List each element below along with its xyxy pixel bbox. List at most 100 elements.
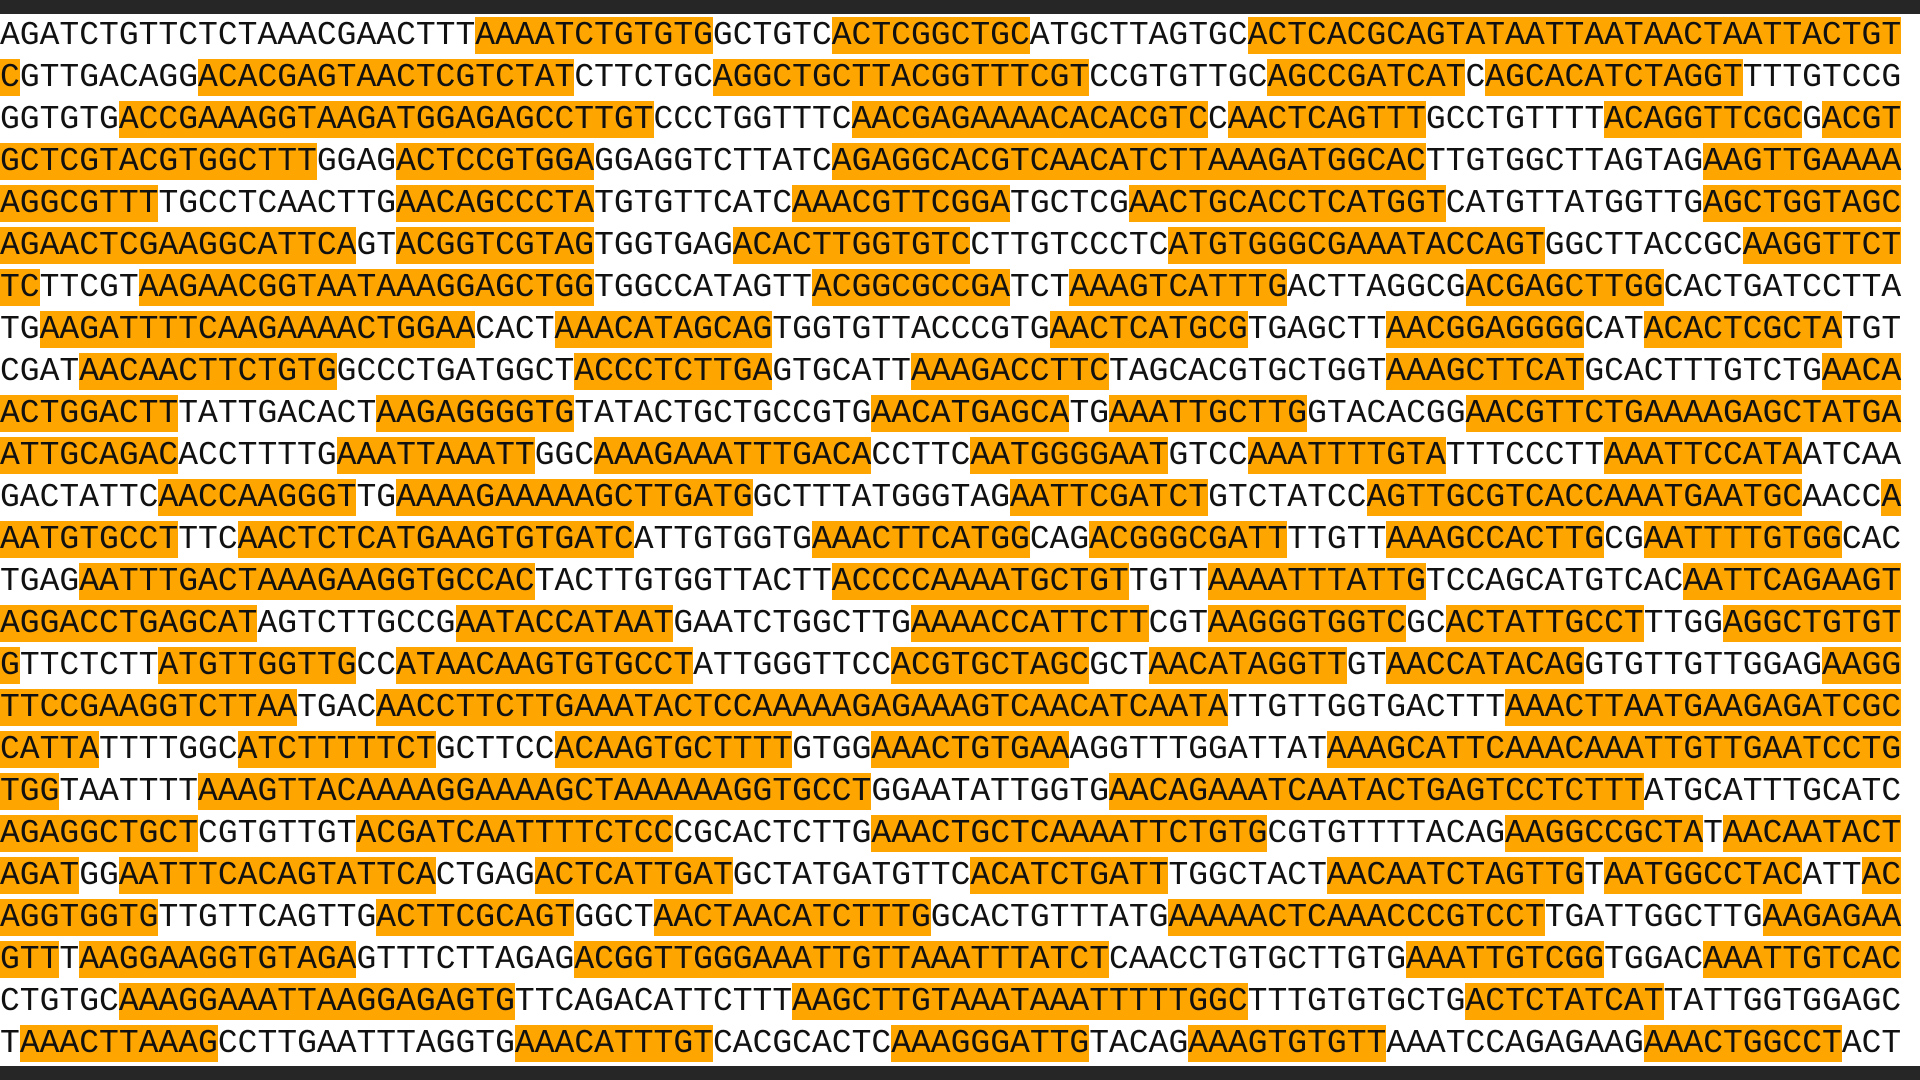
highlighted-segment: TTCCGAAGGTCTTAA [0, 689, 298, 726]
highlighted-segment: AATTTGACTAAAGAAGGTGCCAC [79, 563, 535, 600]
highlighted-segment: AACCAAGGGT [158, 479, 357, 516]
highlighted-segment: ACGATCAATTTTCTCC [356, 815, 674, 852]
sequence-line: CGATAACAACTTCTGTGGCCCTGATGGCTACCCTCTTGAG… [0, 351, 1920, 393]
plain-segment: GGC [534, 437, 595, 474]
plain-segment: CTGTGC [0, 983, 119, 1020]
plain-segment: TTTGTCCG [1742, 59, 1902, 96]
plain-segment: CAG [1029, 521, 1090, 558]
plain-segment: CTGAG [435, 857, 535, 894]
plain-segment: TG [1069, 395, 1110, 432]
plain-segment: TACAG [1089, 1025, 1189, 1062]
sequence-line: GTTCTCTTATGTTGGTTGCCATAACAAGTGTGCCTATTGG… [0, 645, 1920, 687]
plain-segment: ATTGTGGTG [633, 521, 812, 558]
highlighted-segment: ACACTCGCTA [1643, 311, 1842, 348]
highlighted-segment: AAAATCTGTGTG [475, 17, 713, 54]
plain-segment: TATACTGCTGCCGTG [574, 395, 872, 432]
highlighted-segment: AATGTGCCT [0, 521, 179, 558]
highlighted-segment: AAGGTTCT [1742, 227, 1902, 264]
highlighted-segment: AAGAGAA [1762, 899, 1902, 936]
highlighted-segment: AATTTTGTGG [1643, 521, 1842, 558]
highlighted-segment: AGGCTGCTTACGGTTTCGT [712, 59, 1090, 96]
highlighted-segment: AACATAGGTT [1148, 647, 1347, 684]
plain-segment: GCACTTTGTCTG [1584, 353, 1822, 390]
highlighted-segment: AAAAACTCAAACCCGTCCT [1168, 899, 1545, 936]
plain-segment: TGTGTTCATC [594, 185, 793, 222]
sequence-line: TGGTAATTTTAAAGTTACAAAAGGAAAAGCTAAAAAAGGT… [0, 771, 1920, 813]
highlighted-segment: AGGCGTTT [0, 185, 159, 222]
highlighted-segment: AAATTTTGTA [1247, 437, 1446, 474]
plain-segment: TG [356, 479, 397, 516]
plain-segment: ATT [1802, 857, 1862, 894]
highlighted-segment: AAACTGCTCAAAATTCTGTG [871, 815, 1268, 852]
plain-segment: T [59, 941, 80, 978]
highlighted-segment: G [0, 647, 20, 684]
plain-segment: GGTGTG [0, 101, 119, 138]
plain-segment: TGGTGTTACCCGTG [772, 311, 1050, 348]
sequence-line: CATTATTTTGGCATCTTTTTCTGCTTCCACAAGTGCTTTT… [0, 729, 1920, 771]
highlighted-segment: AATGGGGAAT [970, 437, 1169, 474]
highlighted-segment: AATACCATAAT [455, 605, 674, 642]
plain-segment: T [1584, 857, 1605, 894]
highlighted-segment: ACCCCAAAATGCTGT [831, 563, 1129, 600]
plain-segment: CAC [1841, 521, 1902, 558]
highlighted-segment: CATTA [0, 731, 100, 768]
highlighted-segment: GTT [0, 941, 60, 978]
top-bar [0, 0, 1920, 14]
plain-segment: GC [1406, 605, 1446, 642]
highlighted-segment: ACGAGCTTGG [1465, 269, 1664, 306]
plain-segment: GACTATTC [0, 479, 159, 516]
highlighted-segment: AAAGCCACTTG [1386, 521, 1605, 558]
highlighted-segment: GCTCGTACGTGGCTTT [0, 143, 317, 180]
highlighted-segment: TC [0, 269, 40, 306]
highlighted-segment: AATTCAGAAGT [1683, 563, 1902, 600]
plain-segment: TACTTGTGGTTACTT [534, 563, 832, 600]
plain-segment: ATGCATTTGCATC [1643, 773, 1902, 810]
plain-segment: TTGTTGGTGACTTT [1227, 689, 1506, 726]
highlighted-segment: AAGTTGAAAA [1703, 143, 1902, 180]
highlighted-segment: AACAATCTAGTTG [1326, 857, 1585, 894]
plain-segment: GTGG [792, 731, 872, 768]
highlighted-segment: AAAGACCTTC [910, 353, 1110, 390]
plain-segment: GGAATATTGGTG [871, 773, 1109, 810]
sequence-editor: AGATCTGTTCTCTAAACGAACTTTAAAATCTGTGTGGCTG… [0, 15, 1920, 1065]
highlighted-segment: AAATTAAATT [336, 437, 535, 474]
highlighted-segment: AACTCATGCG [1049, 311, 1248, 348]
plain-segment: GTTTCTTAGAG [356, 941, 575, 978]
plain-segment: GT [1346, 647, 1387, 684]
sequence-line: AGAGGCTGCTCGTGTTGTACGATCAATTTTCTCCCGCACT… [0, 813, 1920, 855]
highlighted-segment: AAACGTTCGGA [792, 185, 1011, 222]
highlighted-segment: AAGGCCGCTA [1505, 815, 1704, 852]
plain-segment: GCACTGTTTATG [930, 899, 1169, 936]
plain-segment: GTGCATT [772, 353, 911, 390]
plain-segment: TTCAGACATTCTTT [514, 983, 793, 1020]
highlighted-segment: AAGGGTGGTC [1208, 605, 1407, 642]
plain-segment: T [0, 1025, 20, 1062]
plain-segment: GGCTTACCGC [1544, 227, 1743, 264]
plain-segment: C [1465, 59, 1486, 96]
highlighted-segment: AAAACCATTCTT [910, 605, 1149, 642]
highlighted-segment: AAAGGGATTG [891, 1025, 1090, 1062]
plain-segment: CACGCACTC [712, 1025, 892, 1062]
plain-segment: CTTGTCCCTC [970, 227, 1169, 264]
plain-segment: CG [1604, 521, 1644, 558]
plain-segment: TGGCTACT [1168, 857, 1327, 894]
plain-segment: TTTCCCTT [1445, 437, 1605, 474]
highlighted-segment: AACTGCACCTCATGGT [1128, 185, 1446, 222]
highlighted-segment: AAAGTTACAAAAGGAAAAGCTAAAAAAGGTGCCT [198, 773, 872, 810]
plain-segment: GCTGTC [712, 17, 832, 54]
plain-segment: TTTGTGTGCTG [1247, 983, 1466, 1020]
plain-segment: CGTGTTTTACAG [1267, 815, 1506, 852]
highlighted-segment: AAACTTAATGAAGAGATCGC [1505, 689, 1902, 726]
plain-segment: TGAG [0, 563, 80, 600]
highlighted-segment: ATGTGGGCGAAATACCAGT [1168, 227, 1545, 264]
highlighted-segment: ATTGCAGAC [0, 437, 179, 474]
highlighted-segment: AAAGAAATTTGACA [594, 437, 872, 474]
highlighted-segment: AAGAACGGTAATAAAGGAGCTGG [138, 269, 595, 306]
plain-segment: TCCAGCATGTCAC [1425, 563, 1684, 600]
highlighted-segment: AACTCTCATGAAGTGTGATC [237, 521, 634, 558]
sequence-line: GACTATTCAACCAAGGGTTGAAAAGAAAAAGCTTGATGGC… [0, 477, 1920, 519]
highlighted-segment: ACTTCGCAGT [376, 899, 575, 936]
plain-segment: CAACCTGTGCTTGTG [1109, 941, 1407, 978]
highlighted-segment: AAATTGTCGG [1406, 941, 1605, 978]
